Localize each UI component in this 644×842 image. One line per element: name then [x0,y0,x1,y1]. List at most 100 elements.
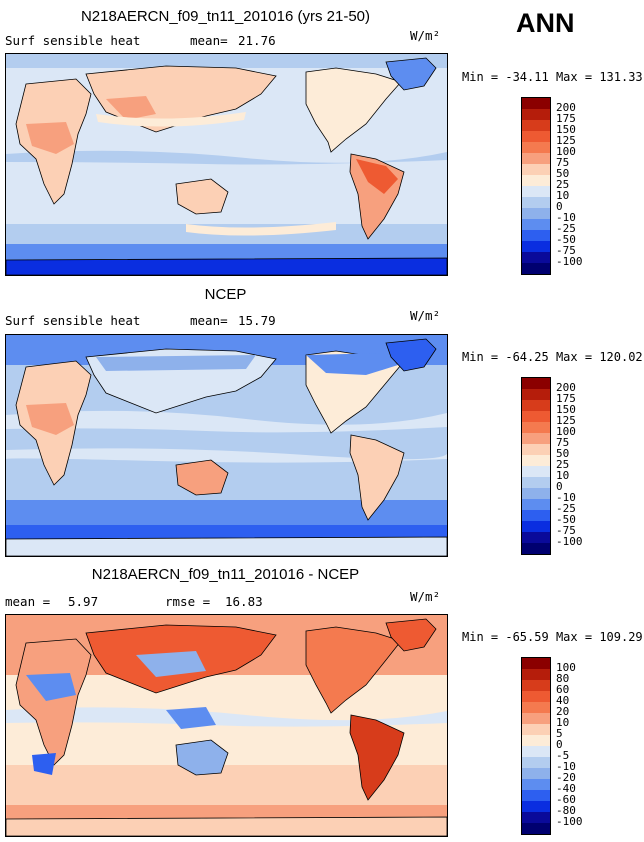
panel3-rmse-label: rmse = [165,594,211,609]
panel3-colorbar [521,657,551,835]
cbar-swatch [522,735,550,746]
cbar-tick-label: 175 [556,112,576,125]
panel1-colorbar [521,97,551,275]
cbar-swatch [522,98,550,109]
cbar-tick-label: 80 [556,672,570,685]
cbar-swatch [522,164,550,175]
panel1-min-label: Min = [462,70,499,84]
cbar-tick-label: 200 [556,101,576,114]
cbar-tick-label: -50 [556,233,576,246]
cbar-swatch [522,153,550,164]
cbar-swatch [522,488,550,499]
cbar-swatch [522,175,550,186]
cbar-tick-label: 175 [556,392,576,405]
panel2-max-value: 120.02 [599,350,643,364]
cbar-swatch [522,812,550,823]
cbar-swatch [522,746,550,757]
panel1-min-value: -34.11 [505,70,549,84]
cbar-tick-label: 150 [556,123,576,136]
cbar-tick-label: -80 [556,804,576,817]
cbar-swatch [522,680,550,691]
cbar-tick-label: 50 [556,167,570,180]
panel1-minmax: Min = -34.11 Max = 131.33 [462,70,643,84]
cbar-swatch [522,131,550,142]
cbar-swatch [522,801,550,812]
panel2-min-value: -64.25 [505,350,549,364]
cbar-tick-label: 10 [556,716,570,729]
cbar-swatch [522,219,550,230]
cbar-tick-label: 0 [556,738,563,751]
cbar-swatch [522,263,550,274]
cbar-swatch [522,499,550,510]
cbar-swatch [522,658,550,669]
cbar-tick-label: -25 [556,222,576,235]
cbar-tick-label: 10 [556,469,570,482]
season-label: ANN [516,8,575,38]
cbar-swatch [522,120,550,131]
cbar-tick-label: -100 [556,815,583,828]
cbar-swatch [522,768,550,779]
cbar-tick-label: -10 [556,211,576,224]
cbar-tick-label: 75 [556,156,570,169]
panel2-map [5,334,448,557]
cbar-tick-label: 20 [556,705,570,718]
cbar-swatch [522,779,550,790]
cbar-swatch [522,389,550,400]
cbar-tick-label: 100 [556,145,576,158]
cbar-swatch [522,109,550,120]
cbar-tick-label: -5 [556,749,570,762]
panel3-rmse-value: 16.83 [225,594,263,609]
panel1-mean-label: mean= [190,33,228,48]
panel3-map [5,614,448,837]
cbar-tick-label: 200 [556,381,576,394]
panel1-title: N218AERCN_f09_tn11_201016 (yrs 21-50) [80,8,371,25]
cbar-swatch [522,532,550,543]
cbar-tick-label: 0 [556,480,563,493]
cbar-swatch [522,510,550,521]
panel3-max-value: 109.29 [599,630,643,644]
cbar-tick-label: -100 [556,255,583,268]
panel1-mean-value: 21.76 [238,33,276,48]
panel2-map-svg [6,335,447,556]
cbar-tick-label: -10 [556,491,576,504]
panel2-mean-label: mean= [190,313,228,328]
cbar-tick-label: 75 [556,436,570,449]
cbar-swatch [522,252,550,263]
cbar-swatch [522,378,550,389]
cbar-swatch [522,477,550,488]
cbar-swatch [522,208,550,219]
cbar-tick-label: 40 [556,694,570,707]
cbar-swatch [522,444,550,455]
panel2-units: W/m² [410,308,441,323]
panel3-min-value: -65.59 [505,630,549,644]
panel1-map-svg [6,54,447,275]
panel1-units: W/m² [410,28,441,43]
cbar-swatch [522,142,550,153]
panel2-title: NCEP [204,286,247,303]
cbar-tick-label: -60 [556,793,576,806]
cbar-swatch [522,433,550,444]
cbar-tick-label: 0 [556,200,563,213]
cbar-tick-label: 5 [556,727,563,740]
cbar-tick-label: 10 [556,189,570,202]
cbar-tick-label: -75 [556,244,576,257]
cbar-tick-label: -20 [556,771,576,784]
cbar-tick-label: -10 [556,760,576,773]
panel2-max-label: Max = [555,350,593,364]
cbar-swatch [522,422,550,433]
cbar-swatch [522,197,550,208]
cbar-swatch [522,521,550,532]
cbar-swatch [522,543,550,554]
cbar-tick-label: -100 [556,535,583,548]
panel1-field-label: Surf sensible heat [5,33,141,48]
panel3-units: W/m² [410,589,441,604]
panel3-map-svg [6,615,447,836]
cbar-swatch [522,411,550,422]
cbar-tick-label: 60 [556,683,570,696]
panel3-title: N218AERCN_f09_tn11_201016 - NCEP [91,566,360,583]
panel2-mean-value: 15.79 [238,313,276,328]
cbar-swatch [522,186,550,197]
panel3-max-label: Max = [555,630,593,644]
panel2-colorbar [521,377,551,555]
cbar-tick-label: 125 [556,414,576,427]
